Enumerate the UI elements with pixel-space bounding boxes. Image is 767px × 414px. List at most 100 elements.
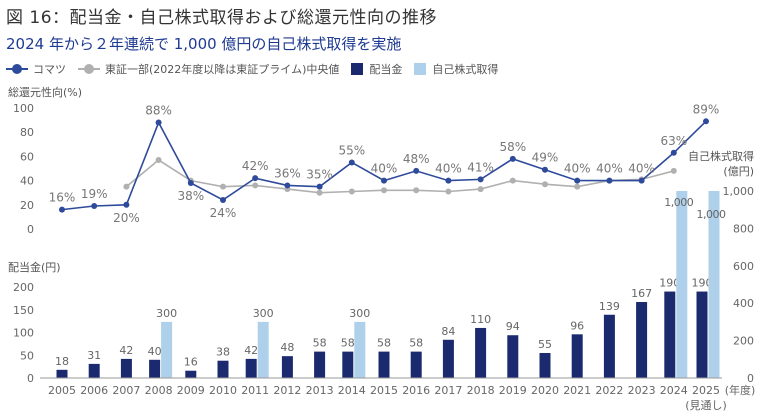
dividend-value-label: 38: [216, 346, 230, 359]
komatsu-value-label: 40%: [371, 162, 398, 176]
median-point: [123, 183, 130, 190]
dividend-bar: [56, 369, 68, 378]
komatsu-point: [348, 159, 355, 166]
dividend-value-label: 31: [87, 349, 101, 362]
komatsu-point: [91, 203, 98, 210]
komatsu-value-label: 41%: [467, 160, 494, 174]
dividend-bar: [507, 335, 519, 378]
dividend-bar: [149, 359, 161, 378]
line-y-tick-label: 0: [27, 223, 34, 236]
x-axis-unit: (年度): [725, 383, 756, 397]
median-point: [445, 188, 452, 195]
dividend-bar: [185, 370, 197, 378]
median-point: [348, 188, 355, 195]
dividend-bar: [603, 314, 615, 378]
dividend-value-label: 167: [631, 287, 652, 300]
dividend-bar: [636, 302, 648, 378]
dividend-value-label: 42: [119, 344, 133, 357]
komatsu-value-label: 55%: [338, 143, 365, 157]
x-tick-label: 2025: [692, 384, 720, 397]
dividend-value-label: 139: [599, 300, 620, 313]
bar-y-tick-label: 150: [13, 304, 34, 317]
median-point: [670, 167, 677, 174]
dividend-bar: [120, 358, 132, 378]
komatsu-point: [638, 177, 645, 184]
komatsu-value-label: 20%: [113, 211, 140, 225]
dividend-bar: [217, 360, 229, 378]
komatsu-value-label: 38%: [177, 189, 204, 203]
dividend-value-label: 58: [341, 337, 355, 350]
komatsu-point: [413, 167, 420, 174]
dividend-value-label: 110: [470, 313, 491, 326]
x-tick-label: 2020: [531, 384, 559, 397]
legend-label: 配当金: [369, 63, 403, 76]
buyback-value-label: 300: [253, 307, 274, 320]
x-tick-label: 2012: [273, 384, 301, 397]
dividend-value-label: 94: [506, 320, 520, 333]
dividend-bar: [696, 291, 708, 378]
komatsu-point: [220, 196, 226, 203]
komatsu-value-label: 40%: [628, 162, 655, 176]
right-axis-unit: (億円): [723, 165, 754, 178]
chart-title: 図 16：配当金・自己株式取得および総還元性向の推移: [6, 8, 438, 28]
bar-y-tick-label: 0: [27, 372, 34, 385]
median-line: [125, 159, 675, 194]
legend-item-dividend: 配当金: [351, 61, 402, 77]
komatsu-value-label: 89%: [693, 102, 720, 116]
dividend-bar: [281, 356, 293, 378]
x-tick-label: 2006: [80, 384, 108, 397]
right-y-tick-label: 600: [733, 260, 754, 273]
legend-item-komatsu: コマツ: [6, 61, 66, 77]
right-y-tick-label: 1,000: [723, 185, 755, 198]
square-swatch-icon: [414, 63, 427, 75]
x-tick-label: 2021: [563, 384, 591, 397]
komatsu-point: [155, 119, 162, 126]
bar-y-tick-label: 50: [20, 349, 34, 362]
komatsu-point: [123, 201, 130, 208]
line-marker-icon: [6, 64, 28, 74]
dividend-value-label: 55: [538, 338, 552, 351]
bar-y-tick-label: 200: [13, 281, 34, 294]
median-point: [316, 189, 323, 196]
dividend-bar: [245, 358, 257, 378]
median-point: [381, 187, 387, 194]
dividend-value-label: 40: [148, 345, 162, 358]
x-tick-label: 2017: [434, 384, 462, 397]
dividend-value-label: 58: [313, 337, 327, 350]
x-tick-label: 2007: [112, 384, 140, 397]
komatsu-point: [509, 155, 516, 162]
buyback-bar: [708, 191, 720, 378]
komatsu-value-label: 49%: [532, 151, 559, 165]
komatsu-value-label: 48%: [403, 152, 430, 166]
x-tick-label: 2010: [209, 384, 237, 397]
median-point: [542, 181, 548, 188]
dividend-value-label: 58: [409, 337, 423, 350]
buyback-bar: [161, 321, 173, 378]
dividend-bar: [475, 327, 487, 378]
buyback-value-label: 300: [349, 307, 370, 320]
median-point: [220, 183, 226, 190]
komatsu-point: [59, 206, 65, 213]
komatsu-point: [606, 177, 613, 184]
komatsu-point: [445, 177, 452, 184]
median-point: [413, 187, 420, 194]
x-tick-label: 2008: [145, 384, 173, 397]
komatsu-point: [316, 183, 323, 190]
bar-axis-title: 配当金(円): [8, 260, 61, 274]
dividend-value-label: 190: [659, 277, 680, 290]
dividend-bar: [88, 363, 100, 378]
x-tick-label: 2005: [48, 384, 76, 397]
line-y-tick-label: 20: [20, 199, 34, 212]
dividend-value-label: 58: [377, 337, 391, 350]
komatsu-value-label: 63%: [660, 134, 687, 148]
komatsu-value-label: 88%: [145, 104, 172, 118]
square-swatch-icon: [351, 63, 364, 75]
dividend-value-label: 42: [244, 344, 258, 357]
legend: コマツ 東証一部(2022年度以降は東証プライム)中央値 配当金 自己株式取得: [6, 61, 510, 77]
komatsu-point: [381, 177, 387, 184]
right-axis-title: 自己株式取得: [688, 149, 754, 163]
komatsu-point: [187, 180, 194, 187]
komatsu-value-label: 40%: [596, 162, 623, 176]
legend-item-buyback: 自己株式取得: [414, 61, 498, 77]
komatsu-point: [477, 176, 484, 183]
